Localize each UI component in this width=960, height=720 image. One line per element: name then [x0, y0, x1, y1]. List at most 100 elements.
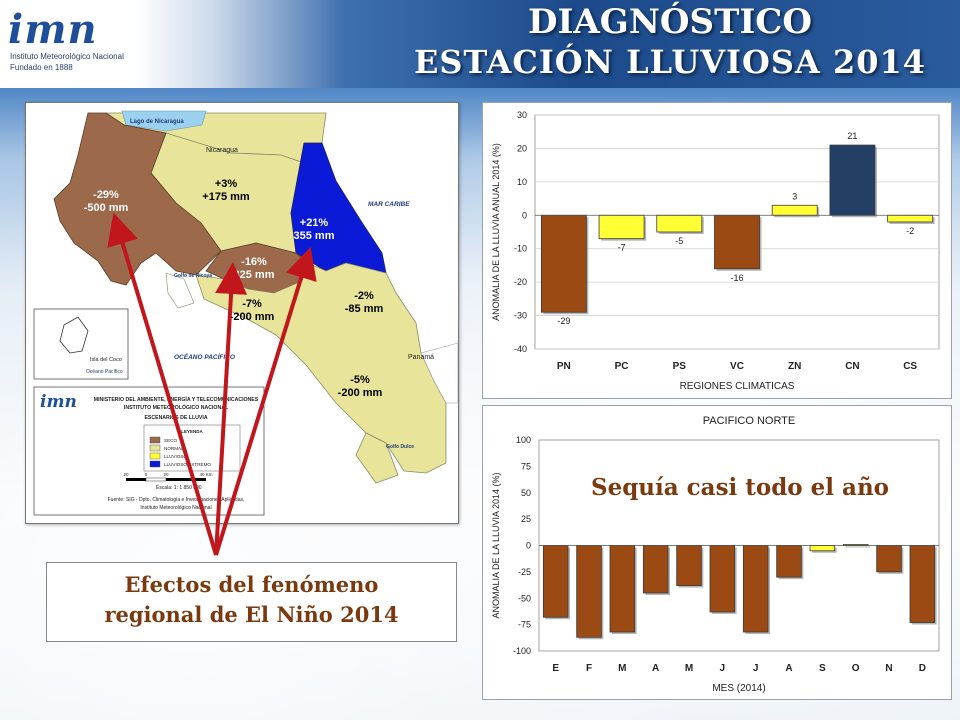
label-cn-mm: 355 mm [294, 230, 335, 242]
caption-box: Efectos del fenómeno regional de El Niño… [46, 562, 457, 642]
x-tick-label: N [885, 663, 892, 674]
label-ps-mm: -200 mm [338, 387, 383, 399]
legend-source-1: Fuente: SIG - Dpto. Climatología e Inves… [108, 497, 245, 503]
bar [809, 545, 836, 552]
x-tick-label: CS [903, 361, 917, 372]
bar [714, 214, 760, 270]
bar [598, 214, 645, 240]
bar [876, 545, 902, 573]
x-tick-label: A [652, 663, 659, 674]
scale-tick-label: 20 [123, 472, 129, 477]
label-cn-pct: +21% [300, 217, 329, 229]
x-axis-title: REGIONES CLIMATICAS [680, 381, 795, 392]
x-tick-label: S [819, 663, 826, 674]
map-panama [420, 342, 458, 404]
bar [887, 214, 934, 223]
scale-tick-label: 20 [163, 472, 169, 477]
label-car-pct: -2% [354, 290, 374, 302]
coco-island [59, 316, 89, 354]
x-tick-label: M [618, 663, 626, 674]
imn-logo: imn Instituto Meteorológico Nacional Fun… [6, 6, 138, 82]
y-tick-label: 100 [516, 435, 531, 445]
legend-item-label: LLUVIOSO EXTREMO [164, 462, 211, 467]
x-tick-label: E [552, 663, 559, 674]
y-tick-label: 30 [517, 110, 527, 120]
bar [771, 204, 818, 216]
label-oceano-inset: Océano Pacífico [86, 369, 123, 375]
bar [642, 545, 669, 594]
y-axis-title: ANOMALIA DE LA LLUVIA 2014 (%) [491, 472, 501, 618]
scale-segment [166, 478, 206, 481]
legend-swatch [149, 452, 161, 460]
y-tick-label: 0 [526, 541, 531, 551]
y-tick-label: -20 [514, 277, 527, 287]
label-golfo-nicoya: Golfo de Nicoya [174, 273, 212, 279]
label-zn-pct: +3% [215, 178, 238, 190]
data-label: 3 [792, 191, 797, 201]
slide-title: DIAGNÓSTICO ESTACIÓN LLUVIOSA 2014 [380, 2, 960, 82]
bar [609, 545, 636, 633]
bar [576, 545, 602, 638]
x-tick-label: CN [845, 361, 859, 372]
data-label: -16 [730, 273, 743, 283]
legend-item-label: SECO [164, 438, 177, 443]
label-pc-mm: -200 mm [230, 311, 275, 323]
chart-title: PACIFICO NORTE [703, 415, 796, 427]
label-oceano: OCÉANO PACÍFICO [174, 352, 235, 361]
data-label: -29 [557, 316, 570, 326]
y-tick-label: 75 [521, 461, 531, 471]
x-axis-title: MES (2014) [712, 683, 765, 694]
y-tick-label: -100 [513, 646, 531, 656]
title-line-2: ESTACIÓN LLUVIOSA 2014 [413, 43, 927, 81]
label-vc-pct: -16% [241, 256, 267, 268]
logo-founded: Fundado en 1888 [10, 63, 73, 72]
y-tick-label: -10 [514, 244, 527, 254]
label-zn-mm: +175 mm [202, 191, 250, 203]
data-label: -7 [618, 243, 626, 253]
bar [676, 545, 702, 586]
bar [776, 545, 802, 578]
x-tick-label: O [852, 663, 860, 674]
legend-item-label: NORMAL [164, 446, 184, 451]
label-isla-coco: Isla del Coco [90, 357, 122, 363]
label-panama: Panamá [408, 354, 434, 361]
regional-anomaly-chart: -40 -30 -20 -10 0 10 20 30 -29 PN -7 PC -5 PS -16 VC 3 ZN… [491, 110, 940, 392]
map-lake [121, 110, 207, 132]
pacifico-norte-chart-panel: -100 -75 -50 -25 0 25 50 75 100 E F M A M J J A S O N D MES (… [482, 405, 952, 700]
rainfall-anomaly-map: -29% -500 mm +3% +175 mm +21% 355 mm -16… [25, 102, 459, 524]
y-tick-label: 25 [521, 514, 531, 524]
x-tick-label: PS [673, 361, 687, 372]
bar [829, 144, 876, 216]
label-ps-pct: -5% [350, 374, 370, 386]
x-tick-label: F [586, 663, 592, 674]
label-nicaragua: Nicaragua [206, 147, 238, 154]
bar [656, 214, 703, 233]
label-pn-mm: -500 mm [84, 202, 129, 214]
x-tick-label: M [685, 663, 693, 674]
regional-anomaly-chart-panel: -40 -30 -20 -10 0 10 20 30 -29 PN -7 PC -5 PS -16 VC 3 ZN… [482, 102, 952, 399]
bar [709, 545, 736, 613]
label-pc-pct: -7% [242, 298, 262, 310]
y-tick-label: -75 [518, 620, 531, 630]
y-tick-label: 10 [517, 177, 527, 187]
scale-segment [145, 477, 167, 482]
y-tick-label: -30 [514, 311, 527, 321]
legend-source-2: Instituto Meteorológico Nacional [140, 505, 211, 511]
legend-scale: Escala: 1: 1 850 000 [156, 485, 202, 491]
x-tick-label: ZN [788, 361, 801, 372]
y-tick-label: 50 [521, 488, 531, 498]
title-line-1: DIAGNÓSTICO [528, 2, 812, 42]
bar [909, 545, 936, 623]
y-tick-label: -25 [518, 567, 531, 577]
logo-institute-name: Instituto Meteorológico Nacional [10, 52, 124, 61]
map-svg: -29% -500 mm +3% +175 mm +21% 355 mm -16… [26, 103, 458, 523]
logo-mark: imn [8, 6, 98, 53]
label-car-mm: -85 mm [345, 303, 384, 315]
x-tick-label: VC [730, 361, 744, 372]
legend-scenario: ESCENARIOS DE LLUVIA [144, 415, 207, 421]
legend-ministry-2: INSTITUTO METEOROLÓGICO NACIONAL [124, 403, 229, 411]
data-label: 21 [847, 131, 857, 141]
label-pn-pct: -29% [93, 189, 119, 201]
pacifico-norte-chart: -100 -75 -50 -25 0 25 50 75 100 E F M A M J J A S O N D MES (… [491, 415, 940, 694]
header-band [0, 0, 960, 88]
